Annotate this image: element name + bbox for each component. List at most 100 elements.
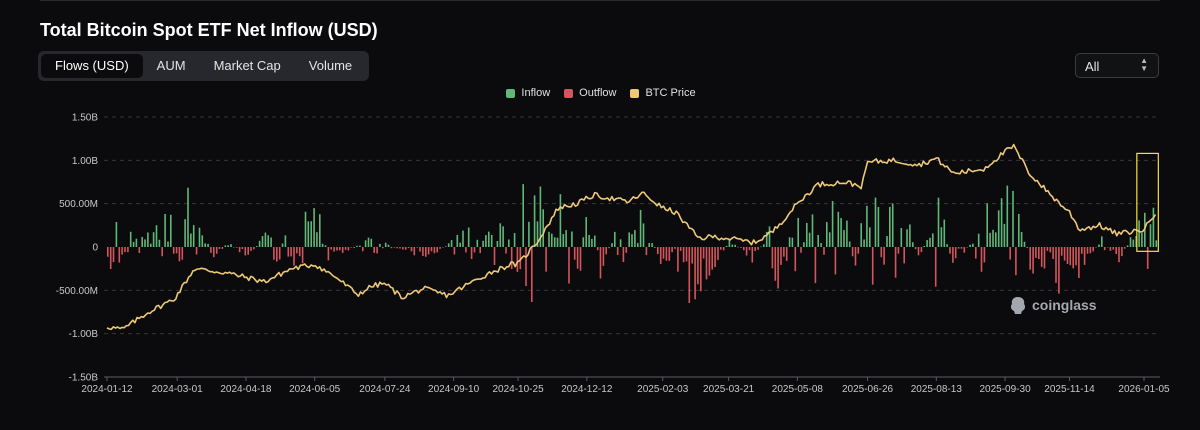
time-range-select[interactable]: All ▲ ▼ (1075, 53, 1159, 78)
inflow-bar (158, 239, 161, 247)
flow-bars (107, 184, 1158, 303)
inflow-bar (135, 238, 138, 247)
tab-market-cap[interactable]: Market Cap (213, 58, 281, 73)
inflow-bar (1155, 240, 1158, 247)
outflow-bar (966, 247, 968, 248)
outflow-bar (327, 247, 330, 261)
outflow-bar (1078, 247, 1080, 278)
inflow-bar (765, 231, 768, 247)
inflow-bar (256, 246, 258, 247)
outflow-bar (407, 247, 410, 249)
outflow-bar (573, 247, 576, 260)
inflow-bar (192, 225, 195, 247)
outflow-bar (754, 247, 756, 251)
tab-aum[interactable]: AUM (156, 58, 186, 73)
outflow-bar (934, 247, 937, 287)
outflow-bar (688, 247, 691, 303)
x-tick-label: 2026-01-05 (1118, 384, 1170, 395)
outflow-bar (602, 247, 605, 266)
outflow-bar (1092, 247, 1094, 252)
outflow-bar (814, 247, 817, 284)
outflow-bar (579, 247, 582, 271)
inflow-bar (201, 235, 204, 247)
inflow-bar (631, 234, 633, 247)
inflow-bar (198, 227, 201, 247)
outflow-bar (238, 247, 241, 253)
legend-inflow-label: Inflow (521, 87, 551, 99)
inflow-bar (393, 247, 396, 248)
outflow-bar (215, 247, 218, 254)
outflow-bar (333, 247, 335, 252)
outflow-bar (711, 247, 713, 270)
x-tick-label: 2025-05-08 (772, 384, 824, 395)
legend-inflow[interactable]: Inflow (504, 87, 550, 99)
outflow-bar (298, 247, 301, 257)
x-tick-label: 2024-01-12 (81, 384, 133, 395)
inflow-bar (364, 240, 367, 247)
inflow-bar (476, 239, 479, 247)
outflow-bar (1035, 247, 1037, 258)
legend-outflow[interactable]: Outflow (562, 87, 616, 99)
inflow-bar (490, 235, 493, 247)
tab-volume[interactable]: Volume (308, 58, 353, 73)
outflow-bar (823, 247, 825, 255)
inflow-bar (324, 245, 327, 247)
inflow-bar (591, 238, 593, 247)
inflow-bar (456, 235, 459, 247)
outflow-bar (679, 247, 682, 251)
inflow-bar (370, 238, 373, 247)
x-tick-label: 2025-09-30 (979, 384, 1031, 395)
inflow-bar (187, 187, 189, 247)
outflow-bar (1043, 247, 1046, 269)
outflow-bar (880, 247, 883, 258)
tab-flows[interactable]: Flows (USD) (41, 54, 143, 78)
legend-btc-price[interactable]: BTC Price (628, 87, 696, 99)
outflow-bar (276, 247, 278, 262)
outflow-bar (519, 247, 522, 270)
inflow-bar (760, 246, 762, 248)
outflow-bar (1103, 247, 1106, 251)
inflow-bar (147, 232, 149, 247)
outflow-bar (674, 247, 676, 249)
inflow-bar (482, 240, 484, 247)
chevron-updown-icon: ▲ ▼ (1140, 56, 1148, 73)
inflow-bar (969, 244, 971, 247)
outflow-bar (1106, 247, 1109, 248)
outflow-bar (1123, 247, 1126, 249)
inflow-bar (886, 236, 888, 247)
outflow-bar (751, 247, 754, 263)
outflow-bar (442, 247, 444, 248)
outflow-bar (404, 247, 407, 250)
outflow-bar (330, 247, 332, 250)
outflow-bar (439, 247, 441, 249)
outflow-bar (545, 247, 547, 272)
btc-price-line (106, 143, 1157, 331)
outflow-bar (433, 247, 436, 254)
outflow-bar (608, 247, 610, 249)
outflow-bar (671, 247, 673, 253)
outflow-bar (233, 247, 235, 248)
outflow-bar (419, 247, 421, 252)
outflow-bar (697, 247, 699, 285)
inflow-bar (972, 243, 974, 247)
coinglass-logo-icon (1010, 297, 1026, 314)
inflow-bar (565, 230, 567, 247)
outflow-bar (576, 247, 579, 269)
inflow-bar (522, 184, 524, 247)
inflow-bar (224, 245, 227, 247)
inflow-bar (768, 226, 771, 247)
outflow-bar (531, 247, 533, 302)
outflow-bar (1029, 247, 1031, 270)
outflow-bar (1095, 247, 1097, 248)
outflow-bar (247, 247, 249, 255)
outflow-bar (1083, 247, 1086, 265)
inflow-bar (152, 232, 155, 247)
inflow-bar (1132, 239, 1135, 247)
inflow-bar (989, 232, 991, 247)
inflow-bar (1135, 236, 1137, 247)
outflow-bar (296, 247, 298, 254)
inflow-bar (737, 246, 739, 248)
annotations (1136, 152, 1159, 252)
outflow-bar (685, 247, 688, 262)
outflow-bar (1115, 247, 1117, 254)
